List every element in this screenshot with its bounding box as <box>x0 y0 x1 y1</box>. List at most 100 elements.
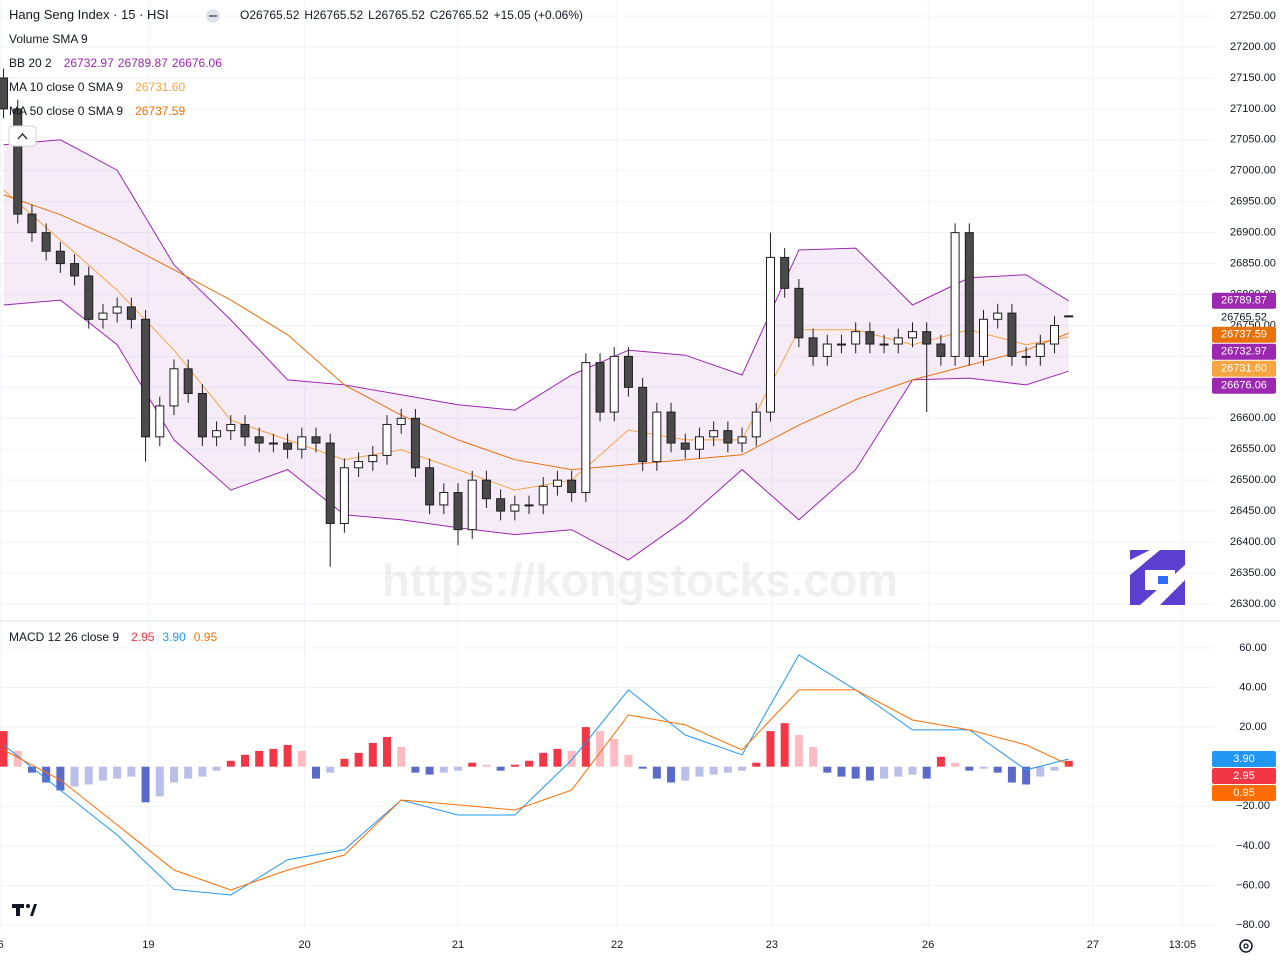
candle-body <box>1050 324 1060 345</box>
macd-histogram-bar <box>638 766 647 769</box>
y-tick-label: 26950.00 <box>1230 196 1276 208</box>
candle-body <box>155 405 165 438</box>
macd-histogram-bar <box>1022 766 1031 785</box>
candle-body <box>552 479 562 487</box>
macd-histogram-bar <box>326 766 335 773</box>
tv-logo[interactable] <box>12 904 37 916</box>
candle-body <box>1035 343 1045 357</box>
candle-body <box>780 256 790 289</box>
x-tick-label: 19 <box>142 939 154 951</box>
macd-histogram-bar <box>283 744 292 767</box>
collapse-button[interactable] <box>8 125 37 147</box>
candle-body <box>396 417 406 425</box>
price-tag: 26737.59 <box>1221 329 1267 341</box>
candle-body <box>595 362 605 413</box>
candle-body <box>567 479 577 494</box>
candle-body <box>126 306 136 320</box>
candle-body <box>98 312 108 320</box>
y-tick-label: 60.00 <box>1239 642 1267 654</box>
macd-histogram-bar <box>13 750 22 767</box>
bb-lower <box>3 299 1069 561</box>
x-tick-label: 13:05 <box>1169 939 1197 951</box>
candle-body <box>609 355 619 413</box>
y-tick-label: 27200.00 <box>1230 41 1276 53</box>
macd-histogram-bar <box>269 748 278 767</box>
price-tag-bg <box>1212 343 1276 360</box>
macd-histogram-bar <box>865 766 874 781</box>
macd-histogram-bar <box>113 766 122 779</box>
candle-body <box>922 331 932 345</box>
macd-histogram-bar <box>226 760 235 767</box>
legend-row: MA 50 close 0 SMA 9 26737.59 <box>9 104 185 118</box>
macd-histogram-bar <box>851 766 860 779</box>
y-tick-label: 27050.00 <box>1230 134 1276 146</box>
macd-histogram-bar <box>198 766 207 777</box>
price-tag: 3.90 <box>1233 753 1254 765</box>
macd-histogram-bar <box>525 760 534 767</box>
y-tick-label: 26550.00 <box>1230 443 1276 455</box>
gear-center <box>1243 943 1249 949</box>
y-tick-label: −80.00 <box>1236 919 1270 931</box>
candle-body <box>467 479 477 531</box>
ohlc-label: O <box>240 8 249 22</box>
candle-body <box>13 108 23 215</box>
candle-body <box>41 232 51 252</box>
candle-body <box>751 411 761 438</box>
macd-histogram-bar <box>510 764 519 767</box>
macd-line <box>3 689 1069 891</box>
candle-body <box>325 442 335 524</box>
study-value: 3.90 <box>162 630 186 644</box>
candle-body <box>453 492 463 531</box>
macd-histogram-bar <box>624 754 633 767</box>
macd-histogram-bar <box>482 764 491 767</box>
x-tick-label: 20 <box>299 939 311 951</box>
candle-body <box>936 343 946 357</box>
candle-body <box>268 442 278 445</box>
price-tag: 26732.97 <box>1221 346 1267 358</box>
candle-body <box>254 436 264 444</box>
brand-logo <box>1130 550 1185 605</box>
macd-histogram-bar <box>468 762 477 767</box>
collapse-box[interactable] <box>8 125 37 147</box>
x-tick-label: 26 <box>922 939 934 951</box>
macd-histogram-bar <box>1050 766 1059 771</box>
gear-ring <box>1239 939 1253 953</box>
macd-histogram-bar <box>184 766 193 779</box>
legend: Hang Seng Index · 15 · HSI O26765.52 H2676… <box>9 7 583 644</box>
settings-button[interactable] <box>1239 939 1253 953</box>
candle-body <box>893 337 903 345</box>
candle-body <box>680 442 690 450</box>
candle-body <box>1021 355 1031 358</box>
macd-histogram-bar <box>368 742 377 767</box>
study-name: MA 10 close 0 SMA 9 <box>9 80 123 94</box>
ohlc-label: H <box>304 8 313 22</box>
price-tag-bg <box>1212 377 1276 394</box>
candle-body <box>112 306 122 314</box>
candle-body <box>581 362 591 494</box>
ohlc-value: 26765.52 <box>375 8 425 22</box>
price-tag: 26765.52 <box>1221 312 1267 324</box>
macd-histogram-bar <box>581 727 590 767</box>
macd-histogram-bar <box>681 766 690 781</box>
macd-line <box>3 654 1069 896</box>
macd-histogram-bar <box>383 737 392 767</box>
x-tick-label: 22 <box>611 939 623 951</box>
y-tick-label: 27150.00 <box>1230 72 1276 84</box>
macd-histogram-bar <box>766 731 775 767</box>
macd-histogram-bar <box>169 766 178 783</box>
candle-body <box>879 343 889 346</box>
candle-body <box>666 411 676 444</box>
y-tick-label: 26500.00 <box>1230 474 1276 486</box>
macd-histogram-bar <box>84 766 93 785</box>
plot <box>0 68 1074 896</box>
candle-body <box>851 331 861 345</box>
y-tick-label: 27000.00 <box>1230 165 1276 177</box>
y-tick-label: 26850.00 <box>1230 257 1276 269</box>
study-value: 26731.60 <box>135 80 185 94</box>
macd-histogram-bar <box>340 758 349 767</box>
ohlc-value: 26765.52 <box>249 8 299 22</box>
y-tick-label: −20.00 <box>1236 800 1270 812</box>
candle-body <box>709 430 719 438</box>
macd-histogram-bar <box>979 766 988 769</box>
